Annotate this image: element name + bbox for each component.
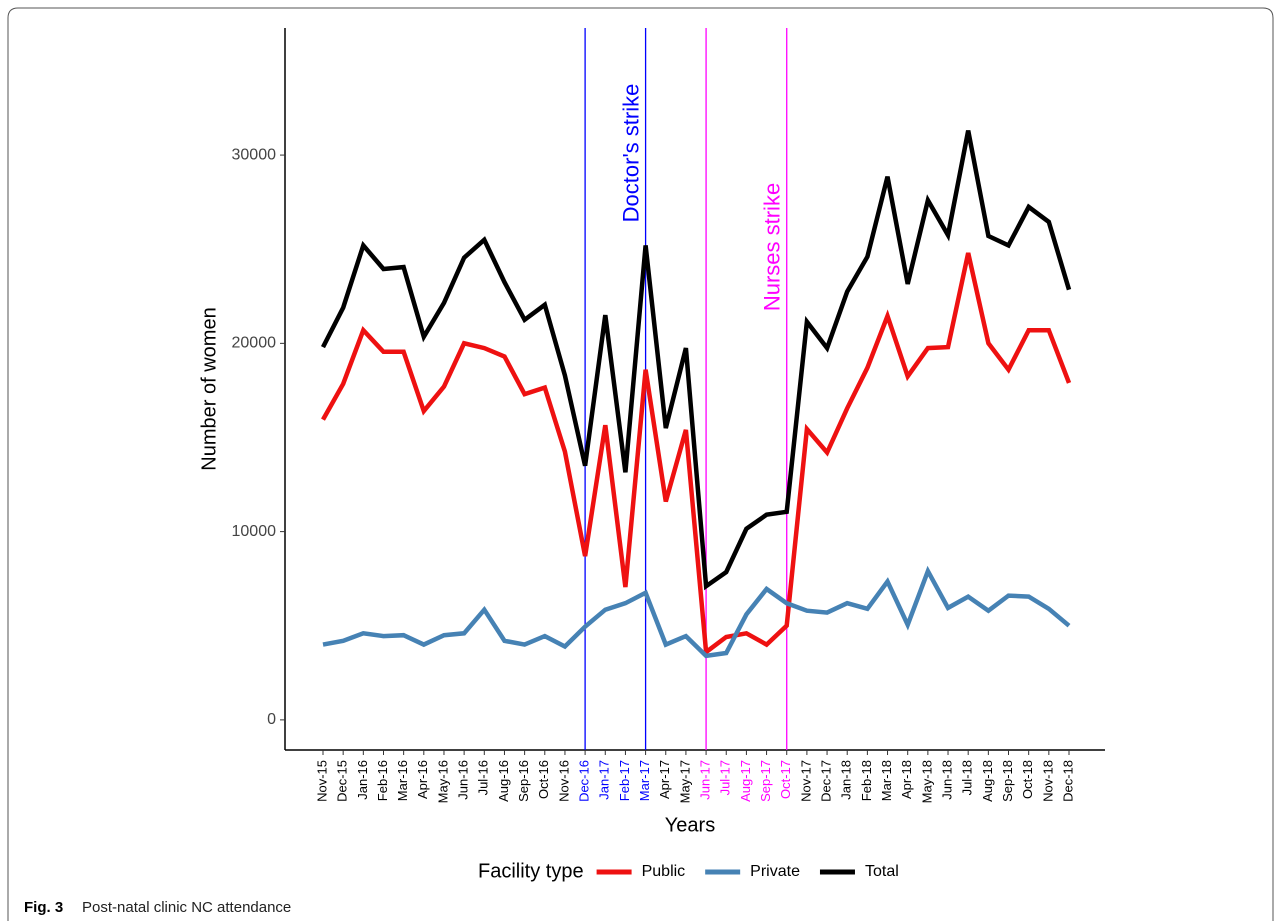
x-tick-label: Apr-16 bbox=[415, 760, 430, 799]
caption-label: Fig. 3 bbox=[24, 899, 63, 916]
annotation: Nurses strike bbox=[760, 183, 785, 311]
caption-text: Post-natal clinic NC attendance bbox=[82, 899, 291, 916]
series-line bbox=[321, 252, 1072, 657]
x-tick-label: Dec-17 bbox=[818, 760, 833, 802]
x-tick-label: Jul-17 bbox=[718, 760, 733, 795]
x-tick-label: Nov-15 bbox=[314, 760, 329, 802]
series-line bbox=[322, 565, 1071, 659]
x-tick-label: Feb-16 bbox=[375, 760, 390, 801]
y-tick-label: 0 bbox=[267, 711, 276, 728]
x-tick-label: Oct-18 bbox=[1020, 760, 1035, 799]
x-tick-label: Mar-16 bbox=[395, 760, 410, 801]
x-tick-label: Jul-18 bbox=[960, 760, 975, 795]
x-tick-label: Nov-17 bbox=[798, 760, 813, 802]
x-tick-label: Jun-17 bbox=[698, 760, 713, 800]
x-tick-label: May-16 bbox=[435, 760, 450, 803]
legend-label: Public bbox=[642, 863, 686, 880]
legend-title: Facility type bbox=[478, 860, 584, 882]
x-tick-label: Oct-16 bbox=[536, 760, 551, 799]
x-tick-label: Sep-18 bbox=[1000, 760, 1015, 802]
x-tick-label: Jun-18 bbox=[939, 760, 954, 800]
x-tick-label: Aug-16 bbox=[496, 760, 511, 802]
y-tick-label: 30000 bbox=[232, 146, 277, 163]
x-tick-label: Mar-17 bbox=[637, 760, 652, 801]
x-tick-label: Dec-16 bbox=[577, 760, 592, 802]
x-tick-label: Sep-16 bbox=[516, 760, 531, 802]
x-tick-label: Jun-16 bbox=[456, 760, 471, 800]
x-tick-label: Mar-18 bbox=[879, 760, 894, 801]
x-tick-label: Jan-16 bbox=[355, 760, 370, 800]
x-tick-label: Nov-18 bbox=[1040, 760, 1055, 802]
x-tick-label: Feb-18 bbox=[859, 760, 874, 801]
x-tick-label: Oct-17 bbox=[778, 760, 793, 799]
x-tick-label: Dec-18 bbox=[1060, 760, 1075, 802]
annotation: Doctor's strike bbox=[618, 84, 643, 223]
legend-label: Private bbox=[750, 863, 800, 880]
series-line bbox=[320, 130, 1072, 591]
x-tick-label: Jan-17 bbox=[597, 760, 612, 800]
x-tick-label: Feb-17 bbox=[617, 760, 632, 801]
x-tick-label: Jan-18 bbox=[839, 760, 854, 800]
x-tick-label: Apr-18 bbox=[899, 760, 914, 799]
x-axis-title: Years bbox=[665, 814, 715, 836]
x-tick-label: Sep-17 bbox=[758, 760, 773, 802]
x-tick-label: Nov-16 bbox=[556, 760, 571, 802]
y-tick-label: 20000 bbox=[232, 335, 277, 352]
y-axis-title: Number of women bbox=[198, 307, 220, 470]
x-tick-label: Dec-15 bbox=[335, 760, 350, 802]
x-tick-label: May-17 bbox=[677, 760, 692, 803]
legend-label: Total bbox=[865, 863, 899, 880]
x-tick-label: Jul-16 bbox=[476, 760, 491, 795]
x-tick-label: Aug-17 bbox=[738, 760, 753, 802]
x-tick-label: May-18 bbox=[919, 760, 934, 803]
x-tick-label: Aug-18 bbox=[980, 760, 995, 802]
frame bbox=[7, 7, 1274, 921]
x-tick-label: Apr-17 bbox=[657, 760, 672, 799]
y-tick-label: 10000 bbox=[232, 523, 277, 540]
